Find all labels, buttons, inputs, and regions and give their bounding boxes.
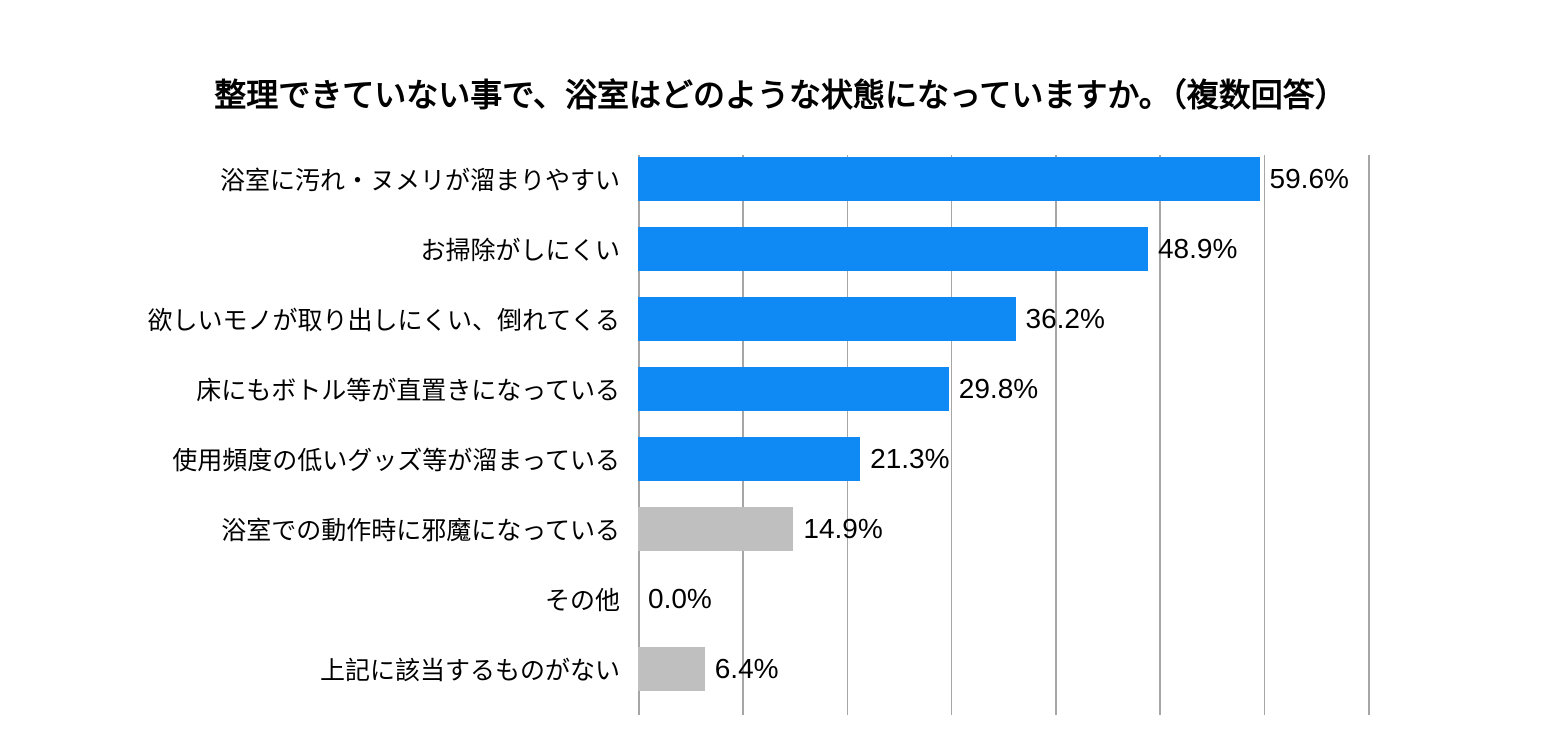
category-label: お掃除がしにくい xyxy=(420,231,638,267)
bar-row: 欲しいモノが取り出しにくい、倒れてくる36.2% xyxy=(638,297,1368,341)
chart-container: 整理できていない事で、浴室はどのような状態になっていますか。（複数回答） 浴室に… xyxy=(0,0,1561,755)
value-label: 14.9% xyxy=(803,513,882,545)
bar-row: お掃除がしにくい48.9% xyxy=(638,227,1368,271)
chart-title: 整理できていない事で、浴室はどのような状態になっていますか。（複数回答） xyxy=(50,70,1511,116)
bar-row: その他0.0% xyxy=(638,577,1368,621)
value-label: 29.8% xyxy=(959,373,1038,405)
category-label: 上記に該当するものがない xyxy=(320,651,638,687)
bar xyxy=(638,157,1260,201)
bar-row: 床にもボトル等が直置きになっている29.8% xyxy=(638,367,1368,411)
category-label: 使用頻度の低いグッズ等が溜まっている xyxy=(172,441,638,477)
bar-row: 浴室での動作時に邪魔になっている14.9% xyxy=(638,507,1368,551)
value-label: 59.6% xyxy=(1270,163,1349,195)
bar xyxy=(638,647,705,691)
bar xyxy=(638,227,1148,271)
value-label: 0.0% xyxy=(648,583,712,615)
category-label: 欲しいモノが取り出しにくい、倒れてくる xyxy=(147,301,638,337)
bar-row: 上記に該当するものがない6.4% xyxy=(638,647,1368,691)
category-label: 浴室での動作時に邪魔になっている xyxy=(221,511,638,547)
bar xyxy=(638,367,949,411)
value-label: 21.3% xyxy=(870,443,949,475)
category-label: 浴室に汚れ・ヌメリが溜まりやすい xyxy=(220,161,638,197)
category-label: 床にもボトル等が直置きになっている xyxy=(196,371,638,407)
bar xyxy=(638,507,793,551)
bar xyxy=(638,297,1016,341)
value-label: 6.4% xyxy=(715,653,779,685)
gridline xyxy=(1368,155,1370,715)
bar-row: 浴室に汚れ・ヌメリが溜まりやすい59.6% xyxy=(638,157,1368,201)
bar-row: 使用頻度の低いグッズ等が溜まっている21.3% xyxy=(638,437,1368,481)
category-label: その他 xyxy=(545,581,638,617)
bar xyxy=(638,437,860,481)
plot-area: 浴室に汚れ・ヌメリが溜まりやすい59.6% お掃除がしにくい48.9% 欲しいモノが… xyxy=(638,155,1368,715)
value-label: 48.9% xyxy=(1158,233,1237,265)
value-label: 36.2% xyxy=(1026,303,1105,335)
